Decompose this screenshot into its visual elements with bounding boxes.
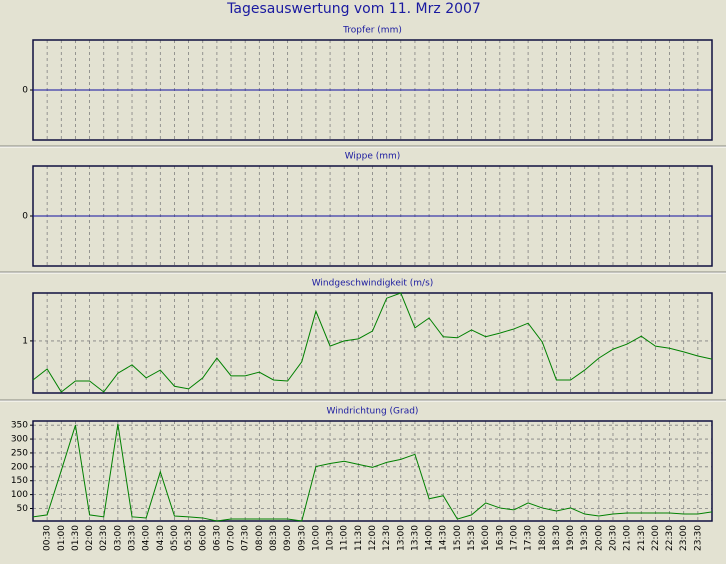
x-tick-label: 14:30 bbox=[439, 525, 449, 551]
x-tick-label: 21:30 bbox=[637, 525, 647, 551]
x-tick-label: 04:00 bbox=[142, 525, 152, 551]
x-tick-label: 03:00 bbox=[113, 525, 123, 551]
x-tick-label: 17:00 bbox=[509, 525, 519, 551]
y-tick-label: 0 bbox=[22, 86, 28, 96]
x-tick-label: 07:00 bbox=[227, 525, 237, 551]
data-line bbox=[32, 292, 713, 393]
y-tick-label: 350 bbox=[11, 421, 28, 431]
plot-frame bbox=[32, 292, 713, 394]
panel-title: Windrichtung (Grad) bbox=[327, 407, 419, 417]
x-tick-label: 17:30 bbox=[524, 525, 534, 551]
x-tick-label: 19:00 bbox=[566, 525, 576, 551]
x-tick-label: 20:30 bbox=[608, 525, 618, 551]
x-tick-label: 12:30 bbox=[382, 525, 392, 551]
x-tick-label: 11:30 bbox=[354, 525, 364, 551]
x-tick-label: 15:00 bbox=[453, 525, 463, 551]
x-tick-label: 23:00 bbox=[679, 525, 689, 551]
y-tick-label: 1 bbox=[22, 336, 28, 346]
x-tick-label: 09:00 bbox=[283, 525, 293, 551]
x-tick-label: 19:30 bbox=[580, 525, 590, 551]
y-tick-label: 300 bbox=[11, 435, 28, 445]
x-tick-label: 00:30 bbox=[43, 525, 53, 551]
x-tick-label: 14:00 bbox=[425, 525, 435, 551]
x-tick-label: 16:00 bbox=[481, 525, 491, 551]
page-title: Tagesauswertung vom 11. Mrz 2007 bbox=[226, 1, 481, 17]
data-line bbox=[32, 423, 713, 522]
panel-title: Tropfer (mm) bbox=[342, 26, 402, 36]
x-tick-label: 05:30 bbox=[184, 525, 194, 551]
x-tick-label: 18:00 bbox=[538, 525, 548, 551]
y-tick-label: 150 bbox=[11, 476, 28, 486]
x-tick-label: 13:30 bbox=[410, 525, 420, 551]
x-tick-label: 22:30 bbox=[665, 525, 675, 551]
x-tick-label: 10:30 bbox=[326, 525, 336, 551]
x-tick-label: 10:00 bbox=[311, 525, 321, 551]
x-tick-label: 01:30 bbox=[71, 525, 81, 551]
plot-frame bbox=[32, 420, 713, 522]
x-tick-label: 06:00 bbox=[198, 525, 208, 551]
panel-title: Wippe (mm) bbox=[345, 152, 401, 162]
x-tick-label: 08:30 bbox=[269, 525, 279, 551]
x-tick-label: 20:00 bbox=[594, 525, 604, 551]
y-tick-label: 250 bbox=[11, 448, 28, 458]
x-tick-label: 08:00 bbox=[255, 525, 265, 551]
x-tick-label: 07:30 bbox=[241, 525, 251, 551]
x-tick-label: 18:30 bbox=[552, 525, 562, 551]
x-tick-label: 03:30 bbox=[128, 525, 138, 551]
x-tick-label: 13:00 bbox=[396, 525, 406, 551]
x-tick-label: 11:00 bbox=[340, 525, 350, 551]
y-tick-label: 0 bbox=[22, 212, 28, 222]
panel-title: Windgeschwindigkeit (m/s) bbox=[312, 279, 434, 289]
x-tick-label: 09:30 bbox=[297, 525, 307, 551]
x-tick-label: 21:00 bbox=[623, 525, 633, 551]
y-tick-label: 200 bbox=[11, 462, 28, 472]
x-tick-label: 12:00 bbox=[368, 525, 378, 551]
x-tick-label: 02:00 bbox=[85, 525, 95, 551]
y-tick-label: 50 bbox=[17, 504, 29, 514]
x-tick-label: 16:30 bbox=[495, 525, 505, 551]
x-tick-label: 15:30 bbox=[467, 525, 477, 551]
y-tick-label: 100 bbox=[11, 490, 28, 500]
x-tick-label: 05:00 bbox=[170, 525, 180, 551]
x-tick-label: 04:30 bbox=[156, 525, 166, 551]
x-tick-label: 23:30 bbox=[693, 525, 703, 551]
x-tick-label: 02:30 bbox=[99, 525, 109, 551]
x-tick-label: 01:00 bbox=[57, 525, 67, 551]
x-tick-label: 06:30 bbox=[212, 525, 222, 551]
x-tick-label: 22:00 bbox=[651, 525, 661, 551]
